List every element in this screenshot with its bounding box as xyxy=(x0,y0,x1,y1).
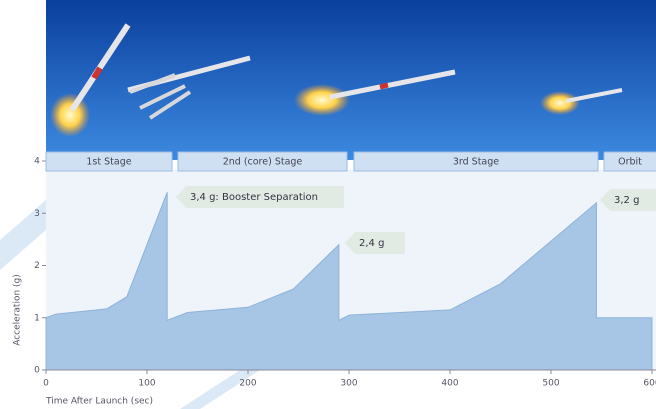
stage-label: 2nd (core) Stage xyxy=(223,157,303,168)
annotation: 3,2 g xyxy=(614,195,639,206)
rockets xyxy=(50,23,623,137)
y-tick-label: 1 xyxy=(34,313,40,323)
x-tick-label: 400 xyxy=(441,379,458,389)
y-tick-label: 0 xyxy=(34,366,40,376)
x-tick-label: 200 xyxy=(239,379,256,389)
stage-label: 3rd Stage xyxy=(453,157,499,168)
stage-label: 1st Stage xyxy=(86,157,131,168)
stage-box xyxy=(603,151,656,172)
stage-box xyxy=(353,151,599,172)
x-tick-label: 500 xyxy=(542,379,559,389)
x-tick-label: 600 xyxy=(643,379,656,389)
y-tick-label: 3 xyxy=(34,209,40,219)
x-tick-label: 300 xyxy=(340,379,357,389)
x-axis-title: Time After Launch (sec) xyxy=(45,397,153,407)
annotation-box xyxy=(345,232,405,254)
x-tick-label: 0 xyxy=(43,379,49,389)
stage-label: Orbit xyxy=(618,157,642,168)
area xyxy=(45,192,653,371)
annotation-box xyxy=(176,186,344,208)
stage-box xyxy=(45,151,173,172)
annotation-box xyxy=(600,189,656,211)
annotation: 2,4 g xyxy=(359,238,384,249)
y-axis-title: Acceleration (g) xyxy=(13,274,23,346)
decoration xyxy=(0,200,260,409)
y-tick-label: 2 xyxy=(34,261,40,271)
stage-box xyxy=(177,151,348,172)
y-tick-label: 4 xyxy=(34,157,40,167)
sky xyxy=(46,0,656,160)
annotation: 3,4 g: Booster Separation xyxy=(190,192,318,203)
x-tick-label: 100 xyxy=(138,379,155,389)
